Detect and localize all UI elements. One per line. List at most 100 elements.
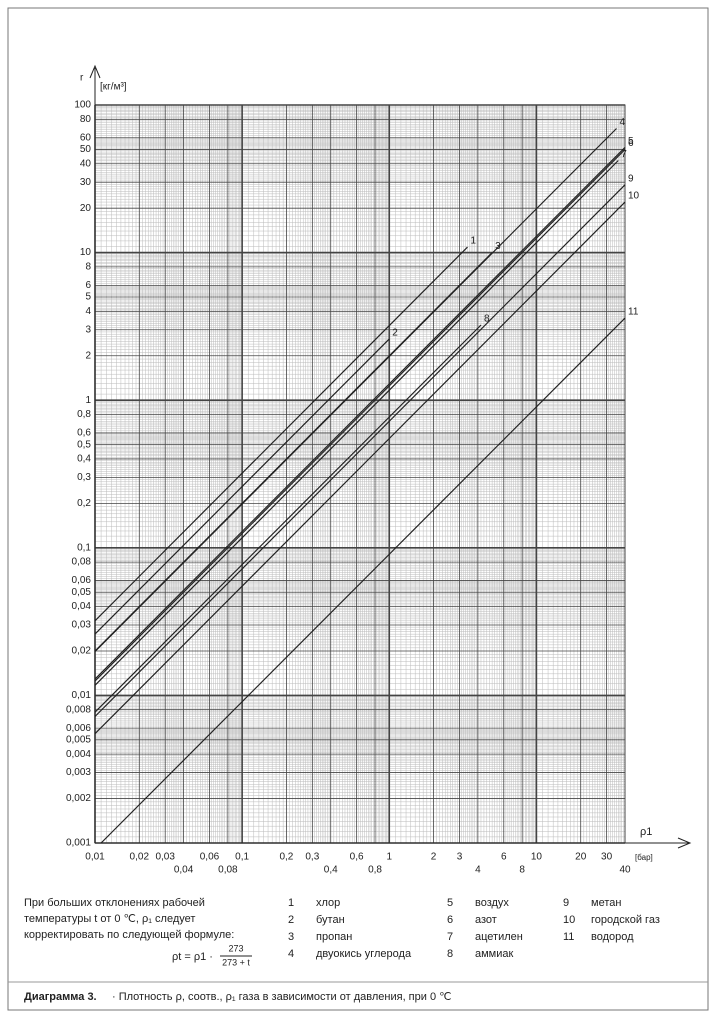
note-line: корректировать по следующей формуле: bbox=[24, 929, 234, 941]
legend-name: хлор bbox=[316, 897, 340, 909]
legend-name: азот bbox=[475, 914, 497, 926]
series-line bbox=[94, 148, 626, 682]
legend-name: двуокись углерода bbox=[316, 948, 412, 960]
x-tick-label: 0,2 bbox=[279, 852, 293, 863]
y-tick-label: 60 bbox=[80, 132, 92, 143]
formula-num: 273 bbox=[228, 943, 243, 953]
y-tick-label: 4 bbox=[85, 306, 91, 317]
series-line bbox=[100, 317, 626, 844]
series-line bbox=[94, 160, 619, 686]
y-tick-label: 0,5 bbox=[77, 439, 91, 450]
legend-name: метан bbox=[591, 897, 621, 909]
legend-number: 11 bbox=[563, 931, 574, 943]
line-label: 11 bbox=[628, 307, 639, 318]
y-tick-label: 2 bbox=[85, 350, 91, 361]
x-axis-unit: [бар] bbox=[635, 853, 653, 862]
series-line bbox=[94, 338, 390, 635]
y-tick-label: 0,02 bbox=[72, 646, 92, 657]
line-label: 8 bbox=[484, 314, 490, 325]
y-tick-label: 0,04 bbox=[72, 601, 92, 612]
y-tick-label: 0,3 bbox=[77, 472, 91, 483]
x-tick-label: 2 bbox=[431, 852, 437, 863]
y-tick-label: 6 bbox=[85, 280, 91, 291]
grid bbox=[94, 104, 626, 844]
x-tick-label: 0,03 bbox=[155, 852, 175, 863]
y-tick-label: 3 bbox=[85, 324, 91, 335]
y-tick-label: 0,006 bbox=[66, 723, 91, 734]
y-tick-label: 0,05 bbox=[72, 587, 92, 598]
x-tick-label: 8 bbox=[519, 865, 525, 876]
y-tick-label: 0,03 bbox=[72, 620, 92, 631]
legend-number: 4 bbox=[288, 948, 294, 960]
line-label: 7 bbox=[621, 149, 627, 160]
x-tick-label: 30 bbox=[601, 852, 613, 863]
line-label: 1 bbox=[470, 236, 476, 247]
plot-border bbox=[94, 104, 626, 844]
y-axis-unit: [кг/м³] bbox=[100, 82, 127, 93]
formula-den: 273 + t bbox=[222, 957, 250, 967]
legend-number: 9 bbox=[563, 897, 569, 909]
legend-name: водород bbox=[591, 931, 634, 943]
y-tick-label: 40 bbox=[80, 158, 92, 169]
y-axis-label: r bbox=[80, 73, 84, 84]
y-tick-label: 0,008 bbox=[66, 704, 91, 715]
y-axis bbox=[89, 64, 101, 843]
legend-name: бутан bbox=[316, 914, 345, 926]
y-tick-label: 8 bbox=[85, 262, 91, 273]
line-label: 2 bbox=[392, 328, 398, 339]
formula-lhs: ρt = ρ1 · bbox=[172, 951, 213, 963]
legend-number: 6 bbox=[447, 914, 453, 926]
x-tick-label: 20 bbox=[575, 852, 587, 863]
line-label: 6 bbox=[628, 138, 634, 149]
series-line bbox=[94, 128, 617, 653]
y-tick-label: 0,2 bbox=[77, 498, 91, 509]
y-tick-label: 0,8 bbox=[77, 409, 91, 420]
x-tick-label: 1 bbox=[386, 852, 392, 863]
series-line bbox=[94, 184, 626, 717]
y-tick-label: 0,001 bbox=[66, 838, 91, 849]
x-axis-label: ρ1 bbox=[640, 826, 652, 838]
y-tick-label: 0,4 bbox=[77, 454, 91, 465]
legend-name: городской газ bbox=[591, 914, 660, 926]
line-label: 4 bbox=[619, 117, 625, 128]
legend-name: пропан bbox=[316, 931, 352, 943]
y-tick-label: 0,004 bbox=[66, 749, 91, 760]
y-tick-label: 0,08 bbox=[72, 557, 92, 568]
x-axis bbox=[95, 837, 692, 849]
series-line bbox=[94, 146, 626, 680]
line-label: 10 bbox=[628, 191, 640, 202]
legend-name: ацетилен bbox=[475, 931, 523, 943]
y-tick-label: 5 bbox=[85, 292, 91, 303]
legend-number: 3 bbox=[288, 931, 294, 943]
y-tick-label: 0,003 bbox=[66, 767, 91, 778]
y-tick-label: 0,1 bbox=[77, 542, 91, 553]
x-tick-label: 0,8 bbox=[368, 865, 382, 876]
y-tick-label: 0,005 bbox=[66, 734, 91, 745]
x-tick-label: 0,3 bbox=[305, 852, 319, 863]
x-tick-label: 10 bbox=[531, 852, 543, 863]
frame bbox=[7, 7, 709, 1011]
y-tick-label: 50 bbox=[80, 144, 92, 155]
x-tick-label: 0,04 bbox=[174, 865, 194, 876]
note-line: температуры t от 0 ℃, ρ₁ следует bbox=[24, 913, 195, 925]
y-tick-label: 0,6 bbox=[77, 428, 91, 439]
legend-number: 7 bbox=[447, 931, 453, 943]
legend-number: 10 bbox=[563, 914, 575, 926]
y-tick-label: 20 bbox=[80, 203, 92, 214]
y-tick-label: 100 bbox=[74, 100, 91, 111]
caption-text: · Плотность ρ, соотв., ρ₁ газа в зависим… bbox=[112, 991, 451, 1003]
y-tick-label: 30 bbox=[80, 177, 92, 188]
note-line: При больших отклонениях рабочей bbox=[24, 897, 205, 909]
y-tick-label: 0,06 bbox=[72, 575, 92, 586]
x-tick-label: 4 bbox=[475, 865, 481, 876]
y-tick-label: 80 bbox=[80, 114, 92, 125]
x-tick-label: 0,06 bbox=[200, 852, 220, 863]
x-tick-label: 0,08 bbox=[218, 865, 238, 876]
legend-number: 5 bbox=[447, 897, 453, 909]
x-tick-label: 0,1 bbox=[235, 852, 249, 863]
series-line bbox=[94, 246, 468, 622]
x-tick-label: 40 bbox=[619, 865, 631, 876]
series-line bbox=[94, 201, 626, 735]
x-tick-label: 0,6 bbox=[350, 852, 364, 863]
